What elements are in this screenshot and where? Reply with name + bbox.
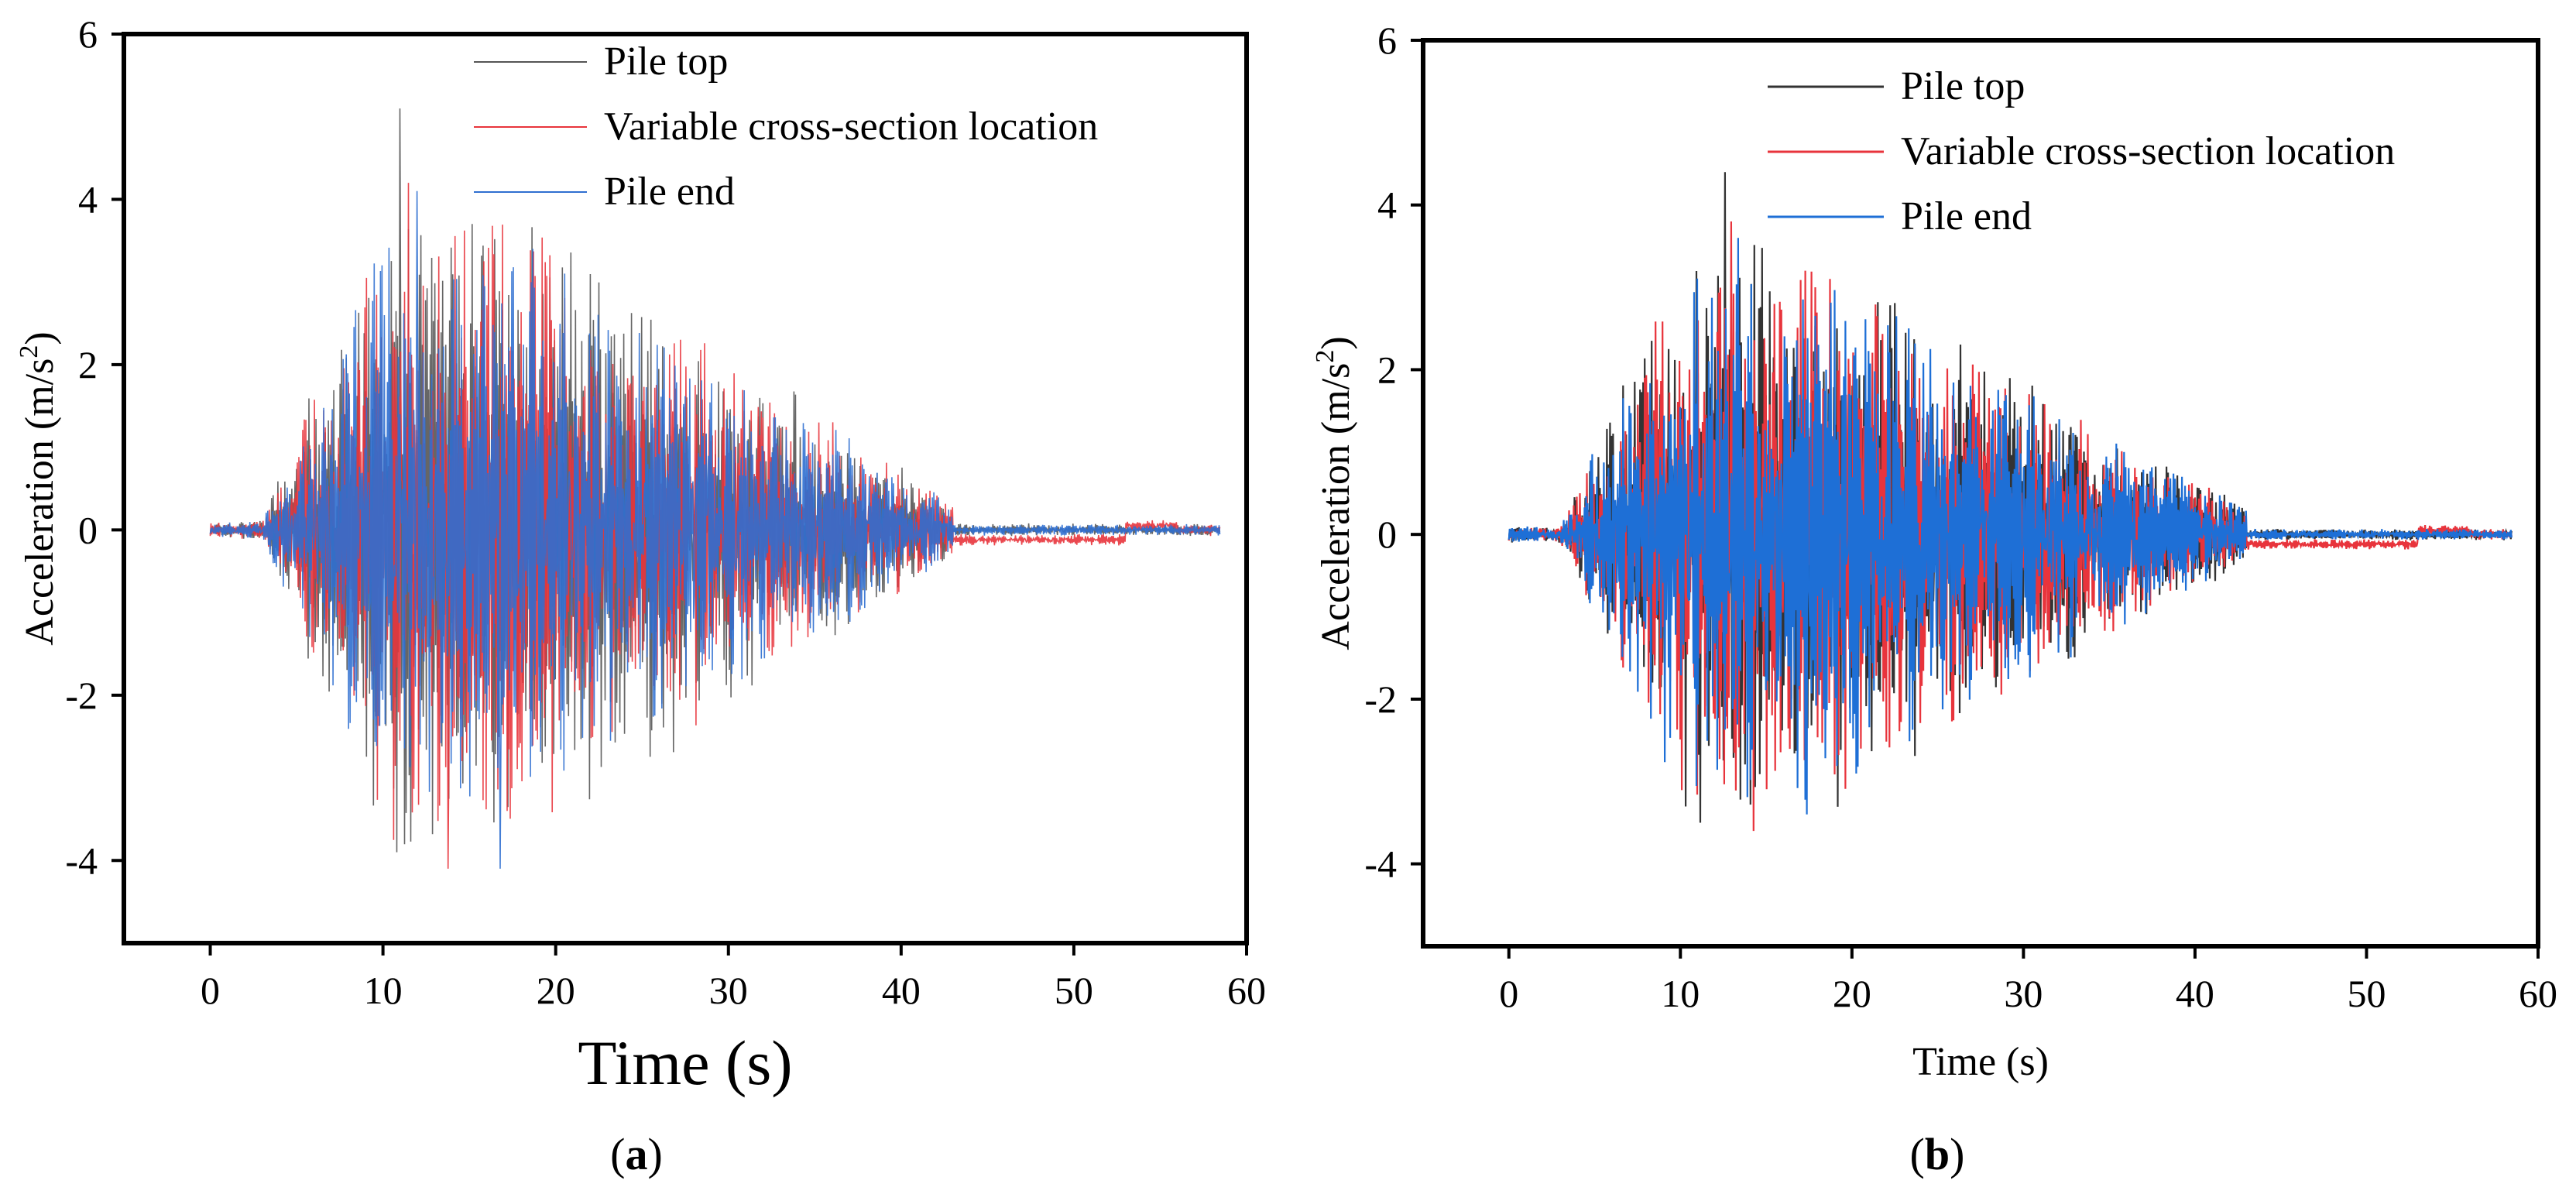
series-line-pile-end (209, 190, 1221, 869)
legend-label: Pile end (604, 170, 735, 214)
y-tick-label: -2 (65, 674, 98, 717)
panel-a-y-axis-title: Acceleration (m/s2) (15, 331, 62, 645)
y-tick-label: -4 (1364, 842, 1397, 886)
panel-b-legend: Pile top Variable cross-section location P… (1768, 64, 2395, 238)
x-tick-label: 0 (201, 969, 220, 1012)
panel-b-x-ticks: 0 10 20 30 40 50 60 (1499, 946, 2557, 1015)
x-tick-label: 30 (709, 969, 748, 1012)
panel-b-x-axis-title: Time (s) (1912, 1040, 2049, 1084)
panel-a-x-ticks: 0 10 20 30 40 50 60 (201, 943, 1266, 1012)
x-tick-label: 50 (2347, 972, 2386, 1015)
series-line-pile-end (1508, 238, 2513, 815)
x-tick-label: 10 (1661, 972, 1700, 1015)
legend-label: Pile top (604, 39, 728, 84)
y-tick-label: 0 (78, 508, 98, 551)
y-tick-label: 6 (78, 12, 98, 56)
panel-b-plot-frame (1421, 38, 2540, 949)
panel-a-y-ticks: -4 -2 0 2 4 6 (65, 12, 124, 882)
panel-a-x-axis-title: Time (s) (578, 1028, 792, 1098)
legend-label: Pile end (1901, 194, 2032, 238)
x-tick-label: 20 (537, 969, 575, 1012)
panel-b-chart: 0 10 20 30 40 50 60 -4 -2 0 2 4 6 Pile top Variable … (1311, 19, 2557, 1179)
y-tick-label: 4 (78, 177, 98, 221)
legend-label: Variable cross-section location (604, 105, 1098, 149)
y-tick-label: 2 (1377, 348, 1397, 391)
x-tick-label: 20 (1833, 972, 1871, 1015)
y-tick-label: 0 (1377, 513, 1397, 556)
y-tick-label: -2 (1364, 678, 1397, 721)
panel-b-series-layer (1508, 172, 2513, 832)
panel-a-plot-frame (122, 32, 1249, 945)
legend-label: Variable cross-section location (1901, 129, 2395, 173)
x-tick-label: 60 (2519, 972, 2557, 1015)
y-tick-label: -4 (65, 839, 98, 882)
panel-a-series-layer (209, 108, 1221, 869)
panel-b-y-axis-title: Acceleration (m/s2) (1311, 336, 1358, 650)
x-tick-label: 10 (364, 969, 403, 1012)
x-tick-label: 50 (1055, 969, 1093, 1012)
panel-b-y-ticks: -4 -2 0 2 4 6 (1364, 19, 1423, 886)
x-tick-label: 40 (2176, 972, 2214, 1015)
panel-a-label: (a) (610, 1129, 663, 1179)
x-tick-label: 30 (2004, 972, 2043, 1015)
panel-a-legend: Pile top Variable cross-section location P… (474, 39, 1098, 214)
panel-a-chart: 0 10 20 30 40 50 60 -4 -2 0 2 4 6 Pile top Variable … (15, 12, 1266, 1179)
x-tick-label: 40 (882, 969, 921, 1012)
y-tick-label: 2 (78, 343, 98, 386)
legend-label: Pile top (1901, 64, 2025, 108)
x-tick-label: 60 (1227, 969, 1266, 1012)
panel-b-label: (b) (1910, 1129, 1965, 1179)
x-tick-label: 0 (1499, 972, 1518, 1015)
y-tick-label: 6 (1377, 19, 1397, 62)
y-tick-label: 4 (1377, 184, 1397, 227)
